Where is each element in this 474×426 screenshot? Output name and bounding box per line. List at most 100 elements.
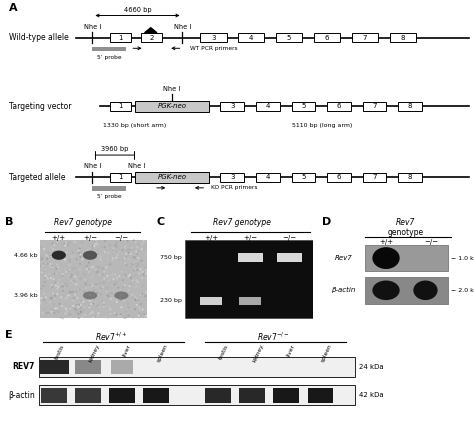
Point <box>108 251 116 258</box>
Point <box>134 263 141 270</box>
Point <box>120 273 128 280</box>
Point <box>124 255 132 262</box>
Point <box>50 300 58 307</box>
Ellipse shape <box>114 291 128 299</box>
Point <box>111 286 118 293</box>
Text: 4: 4 <box>249 35 254 40</box>
Point <box>39 298 46 305</box>
Text: A: A <box>9 3 17 13</box>
Point <box>114 274 122 281</box>
Point <box>109 276 117 283</box>
Bar <box>39 360 69 374</box>
Bar <box>239 388 265 403</box>
Point <box>127 274 134 281</box>
Point <box>79 269 87 276</box>
Point <box>138 296 146 302</box>
Point <box>116 285 123 292</box>
Text: 6: 6 <box>325 35 329 40</box>
Point <box>65 272 73 279</box>
Point <box>51 295 58 302</box>
Text: Nhe I: Nhe I <box>84 24 101 30</box>
Point <box>86 282 94 289</box>
Point <box>98 258 105 265</box>
Point <box>84 293 92 299</box>
Text: PGK-neo: PGK-neo <box>157 104 186 109</box>
Point <box>58 281 66 288</box>
Point <box>90 292 97 299</box>
Bar <box>109 388 135 403</box>
Ellipse shape <box>373 247 400 269</box>
Point <box>137 304 145 311</box>
Point <box>86 291 93 298</box>
Point <box>127 281 135 288</box>
Point <box>105 293 113 300</box>
Point <box>104 272 111 279</box>
Point <box>92 304 100 311</box>
Point <box>97 256 104 263</box>
Point <box>90 263 97 270</box>
Point <box>63 305 70 312</box>
Ellipse shape <box>83 291 97 299</box>
Point <box>66 311 73 318</box>
Point <box>107 288 114 295</box>
Point <box>89 265 96 271</box>
Point <box>69 302 77 309</box>
Point <box>85 302 93 309</box>
Point <box>129 314 137 321</box>
Point <box>76 266 84 273</box>
Point <box>60 240 68 247</box>
Point <box>66 303 73 310</box>
Text: Nhe I: Nhe I <box>128 164 145 170</box>
Point <box>74 286 82 293</box>
Point <box>127 250 135 257</box>
Text: −/−: −/− <box>283 234 296 241</box>
Point <box>54 279 61 286</box>
Point <box>140 259 147 266</box>
Point <box>111 311 118 318</box>
Point <box>82 311 89 318</box>
Point <box>93 262 101 269</box>
Point <box>53 285 61 292</box>
Point <box>67 278 75 285</box>
Point <box>41 274 49 281</box>
Point <box>66 290 74 296</box>
Point <box>137 290 145 296</box>
Point <box>47 284 55 291</box>
Point <box>92 313 100 320</box>
Point <box>129 252 137 259</box>
Text: 2: 2 <box>149 35 154 40</box>
Point <box>140 237 147 244</box>
Point <box>111 272 119 279</box>
Point <box>48 284 56 291</box>
Point <box>49 287 56 294</box>
Text: 1: 1 <box>118 35 123 40</box>
Text: Rev7 genotype: Rev7 genotype <box>54 219 112 227</box>
Point <box>109 246 117 253</box>
Text: Targeting vector: Targeting vector <box>9 102 72 111</box>
Point <box>125 312 132 319</box>
Point <box>60 296 68 303</box>
Point <box>56 300 64 307</box>
Point <box>111 310 119 317</box>
Bar <box>110 102 131 111</box>
Point <box>118 304 126 311</box>
Point <box>58 243 66 250</box>
Point <box>108 296 115 303</box>
Bar <box>110 173 131 181</box>
Point <box>140 311 148 318</box>
Point <box>114 275 121 282</box>
Text: Rev7 genotype: Rev7 genotype <box>213 219 272 227</box>
Point <box>128 245 136 251</box>
Point <box>107 251 114 258</box>
Point <box>78 314 86 320</box>
Point <box>71 264 79 271</box>
Point <box>68 282 75 288</box>
Point <box>96 304 103 311</box>
Bar <box>40 240 147 319</box>
Point <box>123 250 130 257</box>
Point <box>92 237 100 244</box>
Point <box>48 295 55 302</box>
Point <box>125 299 132 306</box>
Point <box>37 256 45 263</box>
Point <box>124 285 132 291</box>
